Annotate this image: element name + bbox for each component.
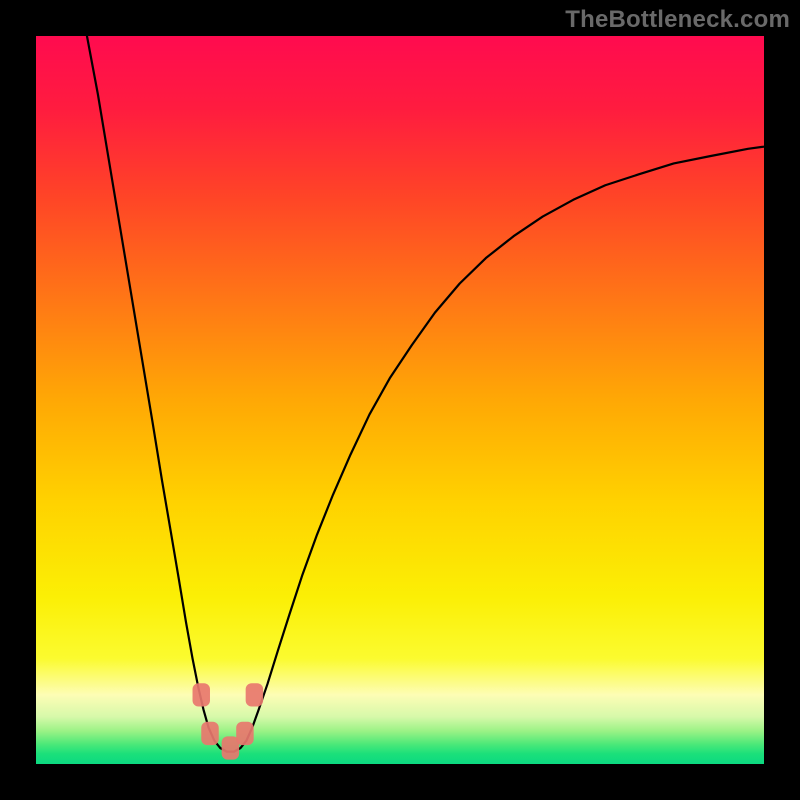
curve-marker: [236, 722, 253, 745]
curve-marker: [201, 722, 218, 745]
plot-area: [36, 36, 764, 764]
curve-marker: [193, 683, 210, 706]
chart-svg: [36, 36, 764, 764]
gradient-background: [36, 36, 764, 764]
watermark-text: TheBottleneck.com: [565, 6, 790, 34]
curve-marker: [246, 683, 263, 706]
